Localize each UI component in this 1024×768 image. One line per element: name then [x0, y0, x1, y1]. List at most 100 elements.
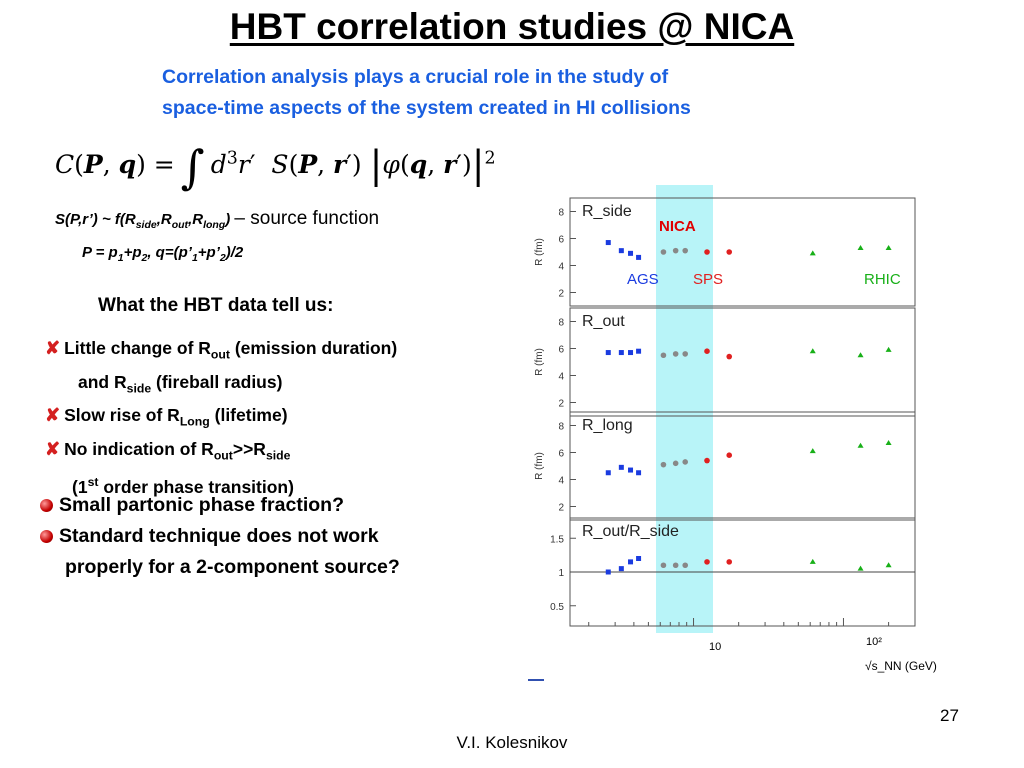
data-point-rhic — [885, 440, 892, 446]
y-tick-label: 2 — [558, 289, 564, 300]
y-tick-label: 6 — [558, 449, 564, 460]
x-tick-label-100: 10² — [866, 636, 882, 648]
data-point-sps — [660, 249, 667, 255]
data-point-sps — [726, 249, 733, 255]
data-point-ags — [628, 559, 634, 565]
data-point-sps — [682, 247, 689, 254]
data-point-ags — [628, 250, 634, 256]
nica-label: NICA — [659, 218, 696, 235]
nica-energy-band — [656, 185, 713, 633]
y-tick-label: 1 — [558, 568, 564, 579]
data-point-ags — [636, 254, 642, 260]
data-point-rhic — [809, 448, 816, 454]
y-tick-label: 4 — [558, 372, 564, 383]
bullet-dot-icon — [40, 499, 53, 512]
data-point-ags — [636, 470, 642, 476]
data-point-rhic — [857, 244, 864, 250]
data-point-ags — [636, 348, 642, 354]
finding-2: ✘ Slow rise of RLong (lifetime) — [45, 405, 288, 429]
data-point-sps — [726, 353, 733, 360]
y-tick-label: 6 — [558, 345, 564, 356]
y-tick-label: 0.5 — [550, 602, 564, 613]
y-tick-label: 2 — [558, 503, 564, 514]
panel-title: R_out — [582, 313, 625, 330]
cross-icon: ✘ — [45, 438, 61, 459]
y-tick-label: 1.5 — [550, 534, 564, 545]
slide-title: HBT correlation studies @ NICA — [229, 6, 795, 47]
data-point-ags — [628, 467, 634, 473]
source-function-line: S(P,r’) ~ f(Rside,Rout,Rlong) – source f… — [55, 208, 380, 231]
rhic-label: RHIC — [864, 271, 901, 288]
y-tick-label: 8 — [558, 318, 564, 329]
data-point-rhic — [857, 442, 864, 448]
data-point-sps — [672, 460, 679, 467]
y-tick-label: 4 — [558, 262, 564, 273]
data-point-sps — [672, 247, 679, 254]
intro-text: Correlation analysis plays a crucial rol… — [162, 62, 691, 124]
data-point-ags — [605, 569, 611, 575]
y-axis-label: R (fm) — [534, 452, 545, 480]
panel-frame — [569, 411, 916, 521]
cross-icon: ✘ — [45, 338, 61, 358]
y-tick-label: 2 — [558, 399, 564, 410]
finding-1: ✘ Little change of Rout (emission duratio… — [45, 338, 398, 362]
data-point-sps — [682, 459, 689, 465]
correlation-formula: C(P, q) = ∫ d3r′ S(P, r′) |φ(q, r′)|2 — [55, 140, 496, 194]
data-point-sps — [660, 461, 667, 468]
x-tick-label-10: 10 — [709, 641, 721, 653]
data-point-sps — [672, 351, 679, 357]
data-point-rhic — [885, 346, 892, 352]
question-2: Standard technique does not work — [40, 521, 400, 552]
data-point-ags — [618, 464, 624, 470]
sps-label: SPS — [693, 271, 723, 288]
y-tick-label: 6 — [558, 235, 564, 246]
question-1: Small partonic phase fraction? — [40, 490, 400, 521]
data-point-rhic — [809, 250, 816, 256]
data-point-rhic — [885, 562, 892, 568]
data-point-ags — [618, 248, 624, 254]
data-point-ags — [605, 350, 611, 356]
momentum-definition: P = p1+p2, q=(p’1+p’2)/2 — [82, 244, 244, 264]
data-point-ags — [618, 350, 624, 356]
hbt-findings-list: ✘ Little change of Rout (emission duratio… — [45, 335, 397, 501]
data-point-rhic — [809, 348, 816, 354]
data-point-sps — [726, 559, 733, 565]
data-point-sps — [682, 351, 689, 357]
data-point-ags — [636, 556, 642, 561]
finding-1-cont: and Rside (fireball radius) — [78, 371, 283, 396]
data-point-rhic — [857, 352, 864, 358]
panel-frame — [569, 307, 916, 417]
data-point-ags — [628, 350, 634, 356]
data-point-sps — [660, 352, 667, 359]
panel-title: R_side — [582, 203, 632, 220]
finding-3-cont: (1st order phase transition) — [72, 475, 294, 497]
question-2-cont: properly for a 2-component source? — [65, 556, 400, 578]
data-point-sps — [682, 562, 689, 569]
data-point-ags — [618, 566, 624, 572]
author-name: V.I. Kolesnikov — [456, 733, 568, 752]
hbt-radii-figure: 2 4 6 8 R (fm) R_side 2 4 6 8 R (fm) R_out 2 4 6 8 R (fm… — [528, 185, 937, 681]
data-point-sps — [704, 559, 710, 565]
data-point-ags — [605, 470, 611, 476]
bullet-dot-icon — [40, 530, 53, 543]
panel-title: R_long — [582, 417, 633, 434]
open-questions-list: Small partonic phase fraction? Standard … — [40, 490, 400, 583]
y-axis-label: R (fm) — [534, 348, 545, 376]
intro-line-1: Correlation analysis plays a crucial rol… — [162, 66, 669, 88]
y-tick-label: 8 — [558, 208, 564, 219]
cross-icon: ✘ — [45, 405, 61, 425]
data-point-sps — [704, 457, 710, 464]
data-point-ags — [605, 240, 611, 246]
data-point-sps — [672, 562, 679, 569]
data-point-sps — [704, 348, 710, 354]
hbt-heading: What the HBT data tell us: — [98, 295, 334, 316]
panel-frame — [569, 197, 916, 307]
x-axis-label: √s_NN (GeV) — [865, 659, 937, 673]
page-number: 27 — [940, 706, 959, 725]
ags-label: AGS — [627, 271, 659, 288]
finding-3: ✘ No indication of Rout>>Rside — [45, 438, 291, 463]
panel-title: R_out/R_side — [582, 523, 679, 540]
y-tick-label: 8 — [558, 422, 564, 433]
data-point-rhic — [809, 558, 816, 564]
y-tick-label: 4 — [558, 476, 564, 487]
